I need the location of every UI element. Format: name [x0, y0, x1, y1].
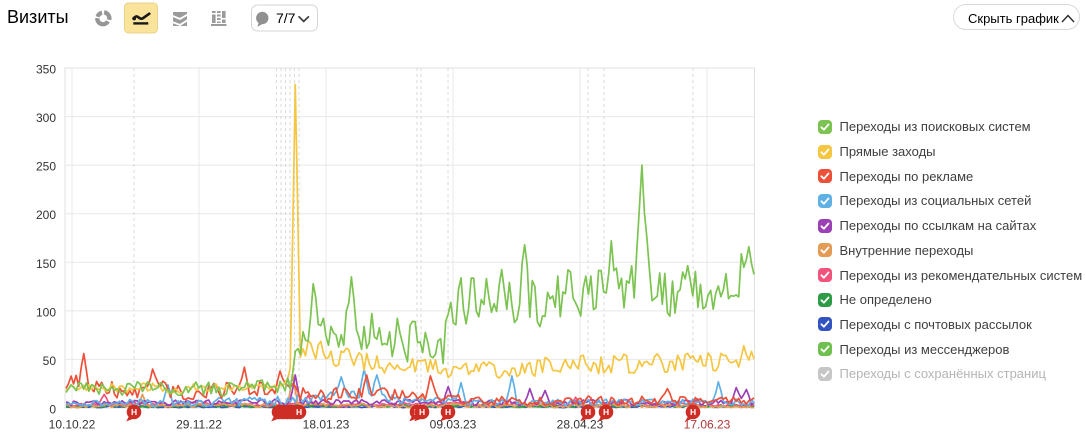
svg-text:Н: Н [690, 407, 696, 417]
svg-text:17.06.23: 17.06.23 [684, 418, 731, 432]
svg-text:Н: Н [445, 407, 451, 417]
svg-text:29.11.22: 29.11.22 [176, 418, 222, 432]
svg-text:28.04.23: 28.04.23 [557, 418, 604, 432]
svg-text:7/7: 7/7 [276, 10, 296, 26]
svg-text:18.01.23: 18.01.23 [303, 418, 350, 432]
svg-text:Н: Н [585, 407, 591, 417]
svg-text:0: 0 [49, 403, 56, 417]
svg-text:Н: Н [419, 407, 425, 417]
svg-text:350: 350 [36, 63, 56, 77]
svg-text:150: 150 [36, 257, 56, 271]
svg-text:250: 250 [36, 160, 56, 174]
svg-text:100: 100 [36, 305, 56, 319]
svg-text:200: 200 [36, 208, 56, 222]
svg-text:Н: Н [603, 407, 609, 417]
svg-text:09.03.23: 09.03.23 [430, 418, 477, 432]
svg-text:50: 50 [43, 354, 57, 368]
svg-text:Н: Н [131, 407, 137, 417]
svg-text:10.10.22: 10.10.22 [49, 418, 96, 432]
svg-text:Н: Н [296, 407, 302, 417]
svg-text:300: 300 [36, 111, 56, 125]
